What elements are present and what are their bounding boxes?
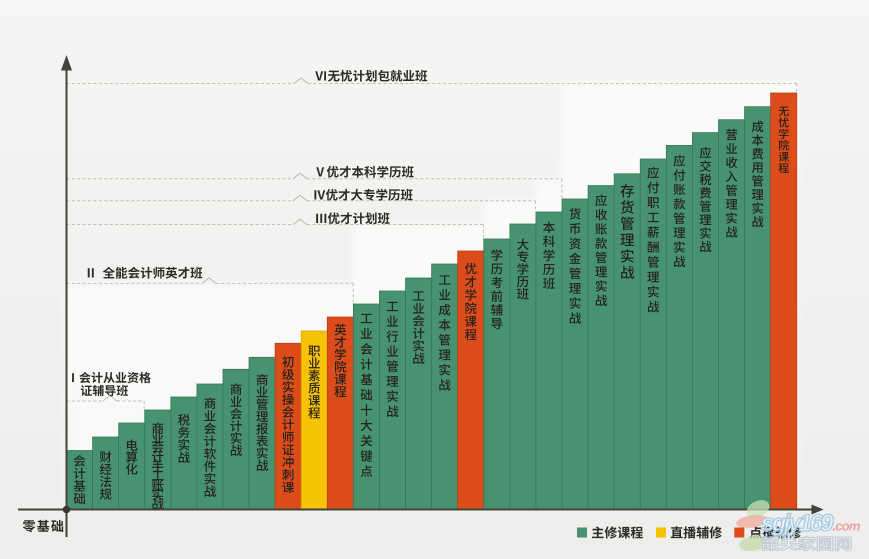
svg-text:.com: .com <box>833 519 861 534</box>
svg-text:sgjy169: sgjy169 <box>761 510 834 537</box>
